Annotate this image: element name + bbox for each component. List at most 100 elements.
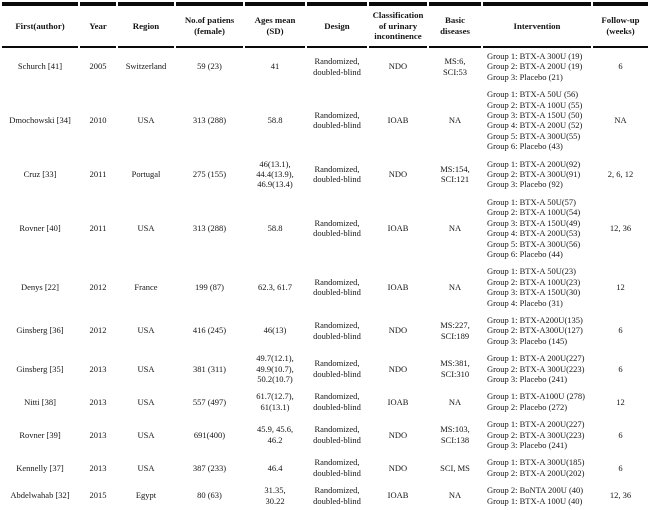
cell-classification: NDO <box>388 363 408 374</box>
cell-basic-diseases: MS:227, SCI:189 <box>440 320 470 341</box>
cell-design: Randomized, doubled-blind <box>313 217 361 239</box>
cell-design: Randomized, doubled-blind <box>307 482 367 510</box>
cell-patients: 199 (87) <box>194 281 225 292</box>
cell-year: 2015 <box>80 482 116 510</box>
cell-basic-diseases: MS:154, SCI:121 <box>440 163 470 185</box>
cell-classification: IOAB <box>387 222 409 233</box>
cell-intervention: Group 1: BTX-A 200U(227) Group 2: BTX-A … <box>487 353 585 384</box>
column-header-region: Region <box>118 2 174 48</box>
table-row: Nitti [38] 2013 USA 557 (497) 61.7(12.7)… <box>2 388 648 416</box>
column-header-classification: Classification of urinary incontinence <box>369 2 427 48</box>
cell-classification: IOAB <box>387 396 409 407</box>
cell-intervention: Group 2: BoNTA 200U (40) Group 1: BTX-A … <box>483 482 591 510</box>
cell-intervention: Group 1: BTX-A200U(135) Group 2: BTX-A30… <box>487 314 583 346</box>
cell-followup: 12 <box>616 281 625 292</box>
table-row: Rovner [39] 2013 USA 691(400) 45.9, 45.6… <box>2 416 648 454</box>
cell-followup: 6 <box>618 325 623 336</box>
cell-design: Randomized, doubled-blind <box>313 320 361 341</box>
cell-classification: IOAB <box>369 482 427 510</box>
cell-basic-diseases: NA <box>448 396 462 407</box>
cell-patients: 381 (311) <box>193 363 226 374</box>
cell-basic-diseases: MS:103, SCI:138 <box>440 424 470 445</box>
cell-region: Switzerland <box>125 61 167 72</box>
cell-ages: 31.35, 30.22 <box>245 482 305 510</box>
cell-year: 2010 <box>89 115 107 126</box>
cell-followup: NA <box>614 115 627 126</box>
column-header-author: First(author) <box>2 2 78 48</box>
cell-ages: 62.3, 61.7 <box>258 281 292 292</box>
cell-design: Randomized, doubled-blind <box>313 163 361 185</box>
table-row: Ginsberg [35] 2013 USA 381 (311) 49.7(12… <box>2 350 648 388</box>
cell-author: Schurch [41] <box>17 61 63 72</box>
cell-region: Egypt <box>118 482 174 510</box>
cell-design: Randomized, doubled-blind <box>313 358 361 379</box>
cell-followup: 6 <box>618 462 623 473</box>
cell-classification: NDO <box>388 462 408 473</box>
cell-intervention: Group 1: BTX-A 300U (19) Group 2: BTX-A … <box>487 51 583 82</box>
table-row: Ginsberg [36] 2012 USA 416 (245) 46(13) … <box>2 311 648 349</box>
cell-followup: 12 <box>616 396 625 407</box>
cell-intervention: Group 1: BTX-A 200U(227) Group 2: BTX-A … <box>487 419 585 450</box>
cell-region: USA <box>137 363 155 374</box>
cell-ages: 46(13.1), 44.4(13.9), 46.9(13.4) <box>256 158 294 190</box>
cell-design: Randomized, doubled-blind <box>313 391 361 412</box>
cell-basic-diseases: SCI, MS <box>440 462 470 473</box>
cell-basic-diseases: NA <box>448 281 462 292</box>
cell-author: Kennelly [37] <box>16 462 64 473</box>
cell-author: Ginsberg [36] <box>16 325 64 336</box>
table-header-row: First(author) Year Region No.of patiens … <box>2 2 648 48</box>
table-row: Schurch [41] 2005 Switzerland 59 (23) 41… <box>2 48 648 86</box>
cell-region: USA <box>137 115 155 126</box>
column-header-patients: No.of patiens (female) <box>176 2 243 48</box>
cell-author: Dmochowski [34] <box>9 115 71 126</box>
cell-followup: 2, 6, 12 <box>607 169 634 180</box>
cell-intervention: Group 1: BTX-A 200U(92) Group 2: BTX-A 3… <box>487 158 581 190</box>
cell-year: 2013 <box>89 429 107 440</box>
cell-author: Ginsberg [35] <box>16 363 64 374</box>
cell-ages: 41 <box>270 61 280 72</box>
cell-design: Randomized, doubled-blind <box>313 56 361 77</box>
cell-author: Rovner [40] <box>19 222 61 233</box>
cell-region: USA <box>137 325 155 336</box>
cell-intervention: Group 1: BTX-A 50U (56) Group 2: BTX-A 1… <box>487 89 583 152</box>
cell-region: USA <box>137 462 155 473</box>
column-header-followup: Follow-up (weeks) <box>593 2 648 48</box>
cell-followup: 6 <box>618 429 623 440</box>
cell-design: Randomized, doubled-blind <box>313 110 361 131</box>
cell-classification: NDO <box>388 325 408 336</box>
cell-region: USA <box>137 396 155 407</box>
cell-ages: 49.7(12.1), 49.9(10.7), 50.2(10.7) <box>256 353 294 384</box>
cell-author: Abdelwahab [32] <box>2 482 78 510</box>
cell-classification: NDO <box>388 429 408 440</box>
table-row: Rovner [40] 2011 USA 313 (288) 58.8 Rand… <box>2 193 648 262</box>
cell-patients: 80 (63) <box>176 482 243 510</box>
cell-year: 2012 <box>89 281 107 292</box>
table-header: First(author) Year Region No.of patiens … <box>2 2 648 48</box>
cell-design: Randomized, doubled-blind <box>313 276 361 298</box>
cell-year: 2011 <box>89 169 107 180</box>
cell-year: 2012 <box>89 325 107 336</box>
table-row: Kennelly [37] 2013 USA 387 (233) 46.4 Ra… <box>2 454 648 482</box>
cell-year: 2005 <box>89 61 107 72</box>
cell-year: 2011 <box>89 222 107 233</box>
cell-ages: 58.8 <box>267 115 283 126</box>
cell-ages: 58.8 <box>267 222 283 233</box>
cell-patients: 59 (23) <box>197 61 222 72</box>
cell-classification: IOAB <box>387 281 409 292</box>
cell-basic-diseases: MS:381, SCI:310 <box>440 358 470 379</box>
cell-basic-diseases: MS:6, SCI:53 <box>442 56 468 77</box>
cell-author: Denys [22] <box>20 281 59 292</box>
cell-intervention: Group 1: BTX-A 50U(23) Group 2: BTX-A 10… <box>487 266 581 308</box>
cell-author: Cruz [33] <box>23 169 57 180</box>
cell-author: Rovner [39] <box>19 429 61 440</box>
cell-region: USA <box>137 429 155 440</box>
column-header-intervention: Intervention <box>483 2 591 48</box>
cell-patients: 557 (497) <box>192 396 227 407</box>
cell-ages: 46(13) <box>263 325 287 336</box>
cell-followup: 12, 36 <box>593 482 648 510</box>
cell-intervention: Group 1: BTX-A100U (278) Group 2: Placeb… <box>487 391 585 412</box>
column-header-ages: Ages mean (SD) <box>245 2 305 48</box>
table-body: Schurch [41] 2005 Switzerland 59 (23) 41… <box>2 48 648 510</box>
